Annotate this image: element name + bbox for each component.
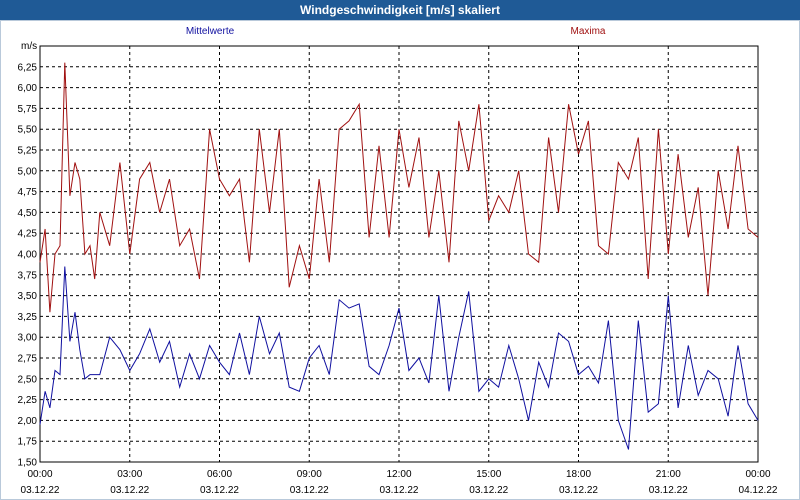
x-tick-date: 03.12.22 — [559, 485, 598, 496]
y-tick-label: 4,00 — [18, 250, 38, 261]
y-tick-label: 5,75 — [18, 104, 38, 115]
window-title: Windgeschwindigkeit [m/s] skaliert — [0, 0, 800, 20]
x-tick-time: 15:00 — [476, 469, 501, 480]
y-tick-label: 4,25 — [18, 229, 38, 240]
x-tick-date: 03.12.22 — [380, 485, 419, 496]
x-tick-date: 03.12.22 — [200, 485, 239, 496]
y-tick-label: 3,50 — [18, 291, 38, 302]
y-tick-label: 1,75 — [18, 437, 38, 448]
y-tick-label: 5,25 — [18, 146, 38, 157]
x-tick-date: 04.12.22 — [739, 485, 778, 496]
y-tick-label: 6,00 — [18, 83, 38, 94]
y-tick-label: 3,75 — [18, 270, 38, 281]
x-tick-date: 03.12.22 — [469, 485, 508, 496]
y-axis-ticks: 1,50 1,75 2,00 2,25 2,50 2,75 3,00 3,25 3,50 3,75… — [18, 62, 38, 468]
x-tick-time: 18:00 — [566, 469, 591, 480]
series-line-maxima — [39, 62, 759, 313]
x-tick-time: 09:00 — [297, 469, 322, 480]
x-tick-date: 03.12.22 — [290, 485, 329, 496]
x-tick-date: 03.12.22 — [110, 485, 149, 496]
x-tick-time: 06:00 — [207, 469, 232, 480]
y-tick-label: 2,00 — [18, 416, 38, 427]
plot-area — [39, 45, 759, 463]
y-tick-label: 2,75 — [18, 354, 38, 365]
legend-maxima: Maxima — [570, 26, 605, 37]
y-tick-label: 2,25 — [18, 395, 38, 406]
y-tick-label: 5,50 — [18, 125, 38, 136]
x-tick-date: 03.12.22 — [21, 485, 60, 496]
y-tick-label: 2,50 — [18, 374, 38, 385]
x-tick-time: 00:00 — [27, 469, 52, 480]
y-tick-label: 4,75 — [18, 187, 38, 198]
y-axis-label: m/s — [21, 41, 37, 52]
x-tick-time: 00:00 — [745, 469, 770, 480]
x-tick-time: 12:00 — [386, 469, 411, 480]
series-line-mittelwerte — [39, 266, 759, 450]
y-tick-label: 3,25 — [18, 312, 38, 323]
x-tick-time: 21:00 — [656, 469, 681, 480]
x-tick-date: 03.12.22 — [649, 485, 688, 496]
x-tick-time: 03:00 — [117, 469, 142, 480]
y-tick-label: 5,00 — [18, 166, 38, 177]
data-series — [39, 62, 759, 450]
legend-mittelwerte: Mittelwerte — [186, 26, 235, 37]
y-tick-label: 1,50 — [18, 458, 38, 469]
y-tick-label: 6,25 — [18, 62, 38, 73]
x-axis-ticks: 00:00 03.12.22 03:00 03.12.22 06:00 03.12.22 0… — [21, 469, 778, 496]
y-tick-label: 3,00 — [18, 333, 38, 344]
y-tick-label: 4,50 — [18, 208, 38, 219]
